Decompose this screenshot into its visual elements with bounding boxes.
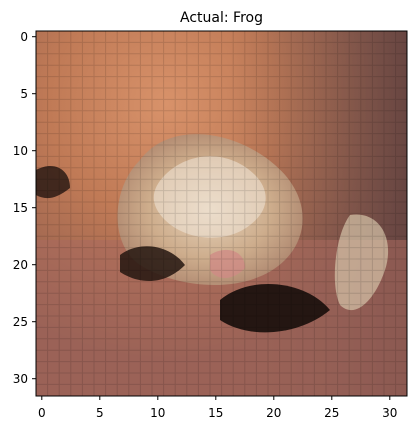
x-axis: 0 5 10 15 20 25 30 — [38, 396, 397, 420]
x-tick-label: 20 — [266, 406, 281, 420]
y-tick-label: 10 — [13, 144, 28, 158]
y-tick-label: 25 — [13, 315, 28, 329]
x-tick-label: 10 — [150, 406, 165, 420]
y-tick-label: 30 — [13, 372, 28, 386]
x-tick-label: 5 — [96, 406, 104, 420]
frog-image — [36, 31, 407, 396]
y-tick-label: 20 — [13, 258, 28, 272]
y-tick-label: 5 — [20, 87, 28, 101]
x-tick-label: 25 — [324, 406, 339, 420]
x-tick-label: 30 — [382, 406, 397, 420]
axes-frame — [35, 30, 408, 397]
y-tick-label: 15 — [13, 201, 28, 215]
y-axis: 0 5 10 15 20 25 30 — [13, 30, 36, 386]
x-tick-label: 0 — [38, 406, 46, 420]
y-tick-label: 0 — [20, 30, 28, 44]
figure-title: Actual: Frog — [180, 10, 263, 26]
x-tick-label: 15 — [208, 406, 223, 420]
